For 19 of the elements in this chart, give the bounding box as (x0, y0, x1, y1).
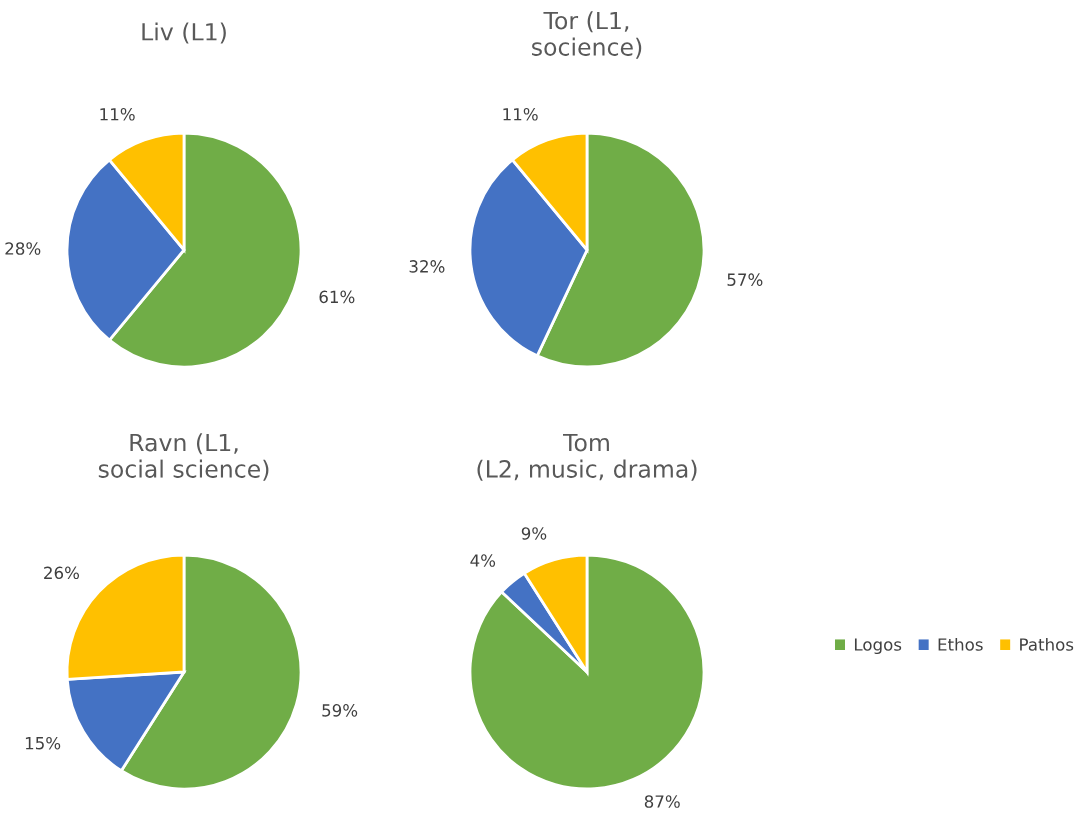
data-label: 32% (409, 260, 445, 273)
data-label: 57% (727, 273, 763, 286)
data-label: 59% (322, 704, 358, 717)
legend-label: Logos (854, 638, 902, 655)
data-label: 4% (470, 554, 496, 567)
legend-label: Ethos (938, 637, 983, 651)
legend-label: Pathos (1020, 637, 1074, 651)
data-label: 15% (25, 736, 61, 750)
data-label: 87% (644, 795, 680, 808)
data-label: 26% (44, 566, 80, 580)
data-label: 28% (5, 242, 41, 255)
data-label: 11% (100, 107, 135, 121)
data-label: 11% (503, 107, 538, 121)
chart-title: Liv (L1) (142, 22, 226, 44)
data-label: 61% (319, 290, 355, 304)
chart-title: Ravn (L1, social science) (98, 433, 269, 481)
chart-title: Tom (L2, music, drama) (477, 433, 697, 481)
chart-title: Tor (L1, socience) (532, 11, 642, 59)
data-label: 9% (521, 527, 547, 540)
